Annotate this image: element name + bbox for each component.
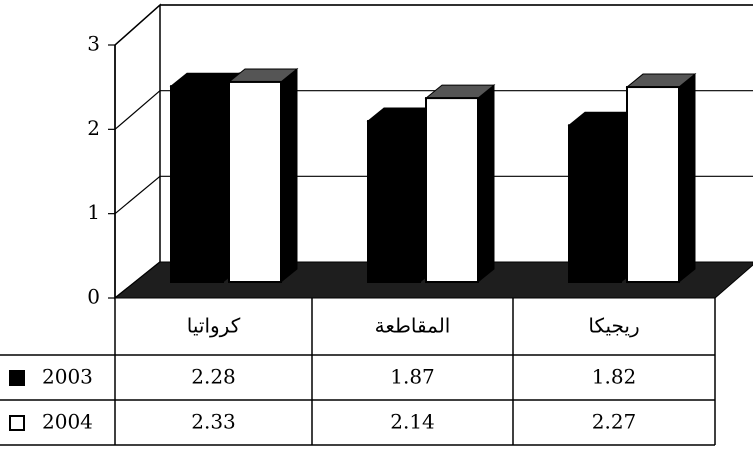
bar: [425, 97, 479, 283]
category-label: المقاطعة: [375, 314, 451, 338]
legend-swatch: [9, 415, 25, 431]
legend-label: 2004: [42, 410, 93, 434]
bar-side: [477, 84, 495, 284]
table-value: 1.87: [390, 365, 435, 389]
grid-line: [114, 90, 161, 130]
legend-label: 2003: [42, 365, 93, 389]
bar: [367, 120, 421, 283]
y-tick-label: 3: [87, 32, 100, 56]
grid-line: [114, 4, 161, 46]
bar: [170, 85, 224, 283]
table-value: 2.14: [390, 410, 435, 434]
bar: [228, 80, 282, 283]
bar: [626, 86, 680, 283]
y-tick-label: 0: [87, 285, 100, 309]
bar-side: [678, 72, 696, 284]
bar: [568, 124, 622, 283]
category-label: ريجيكا: [588, 314, 639, 338]
side-wall: [114, 3, 161, 300]
grid-line: [114, 175, 161, 215]
category-label: كرواتيا: [187, 314, 241, 338]
table-value: 2.33: [191, 410, 236, 434]
table-value: 1.82: [592, 365, 637, 389]
y-tick-label: 2: [87, 116, 100, 140]
table: [0, 298, 716, 446]
bar-side: [280, 67, 298, 284]
legend-swatch: [9, 370, 25, 386]
table-value: 2.28: [191, 365, 236, 389]
y-tick-label: 1: [87, 200, 100, 224]
table-value: 2.27: [592, 410, 637, 434]
